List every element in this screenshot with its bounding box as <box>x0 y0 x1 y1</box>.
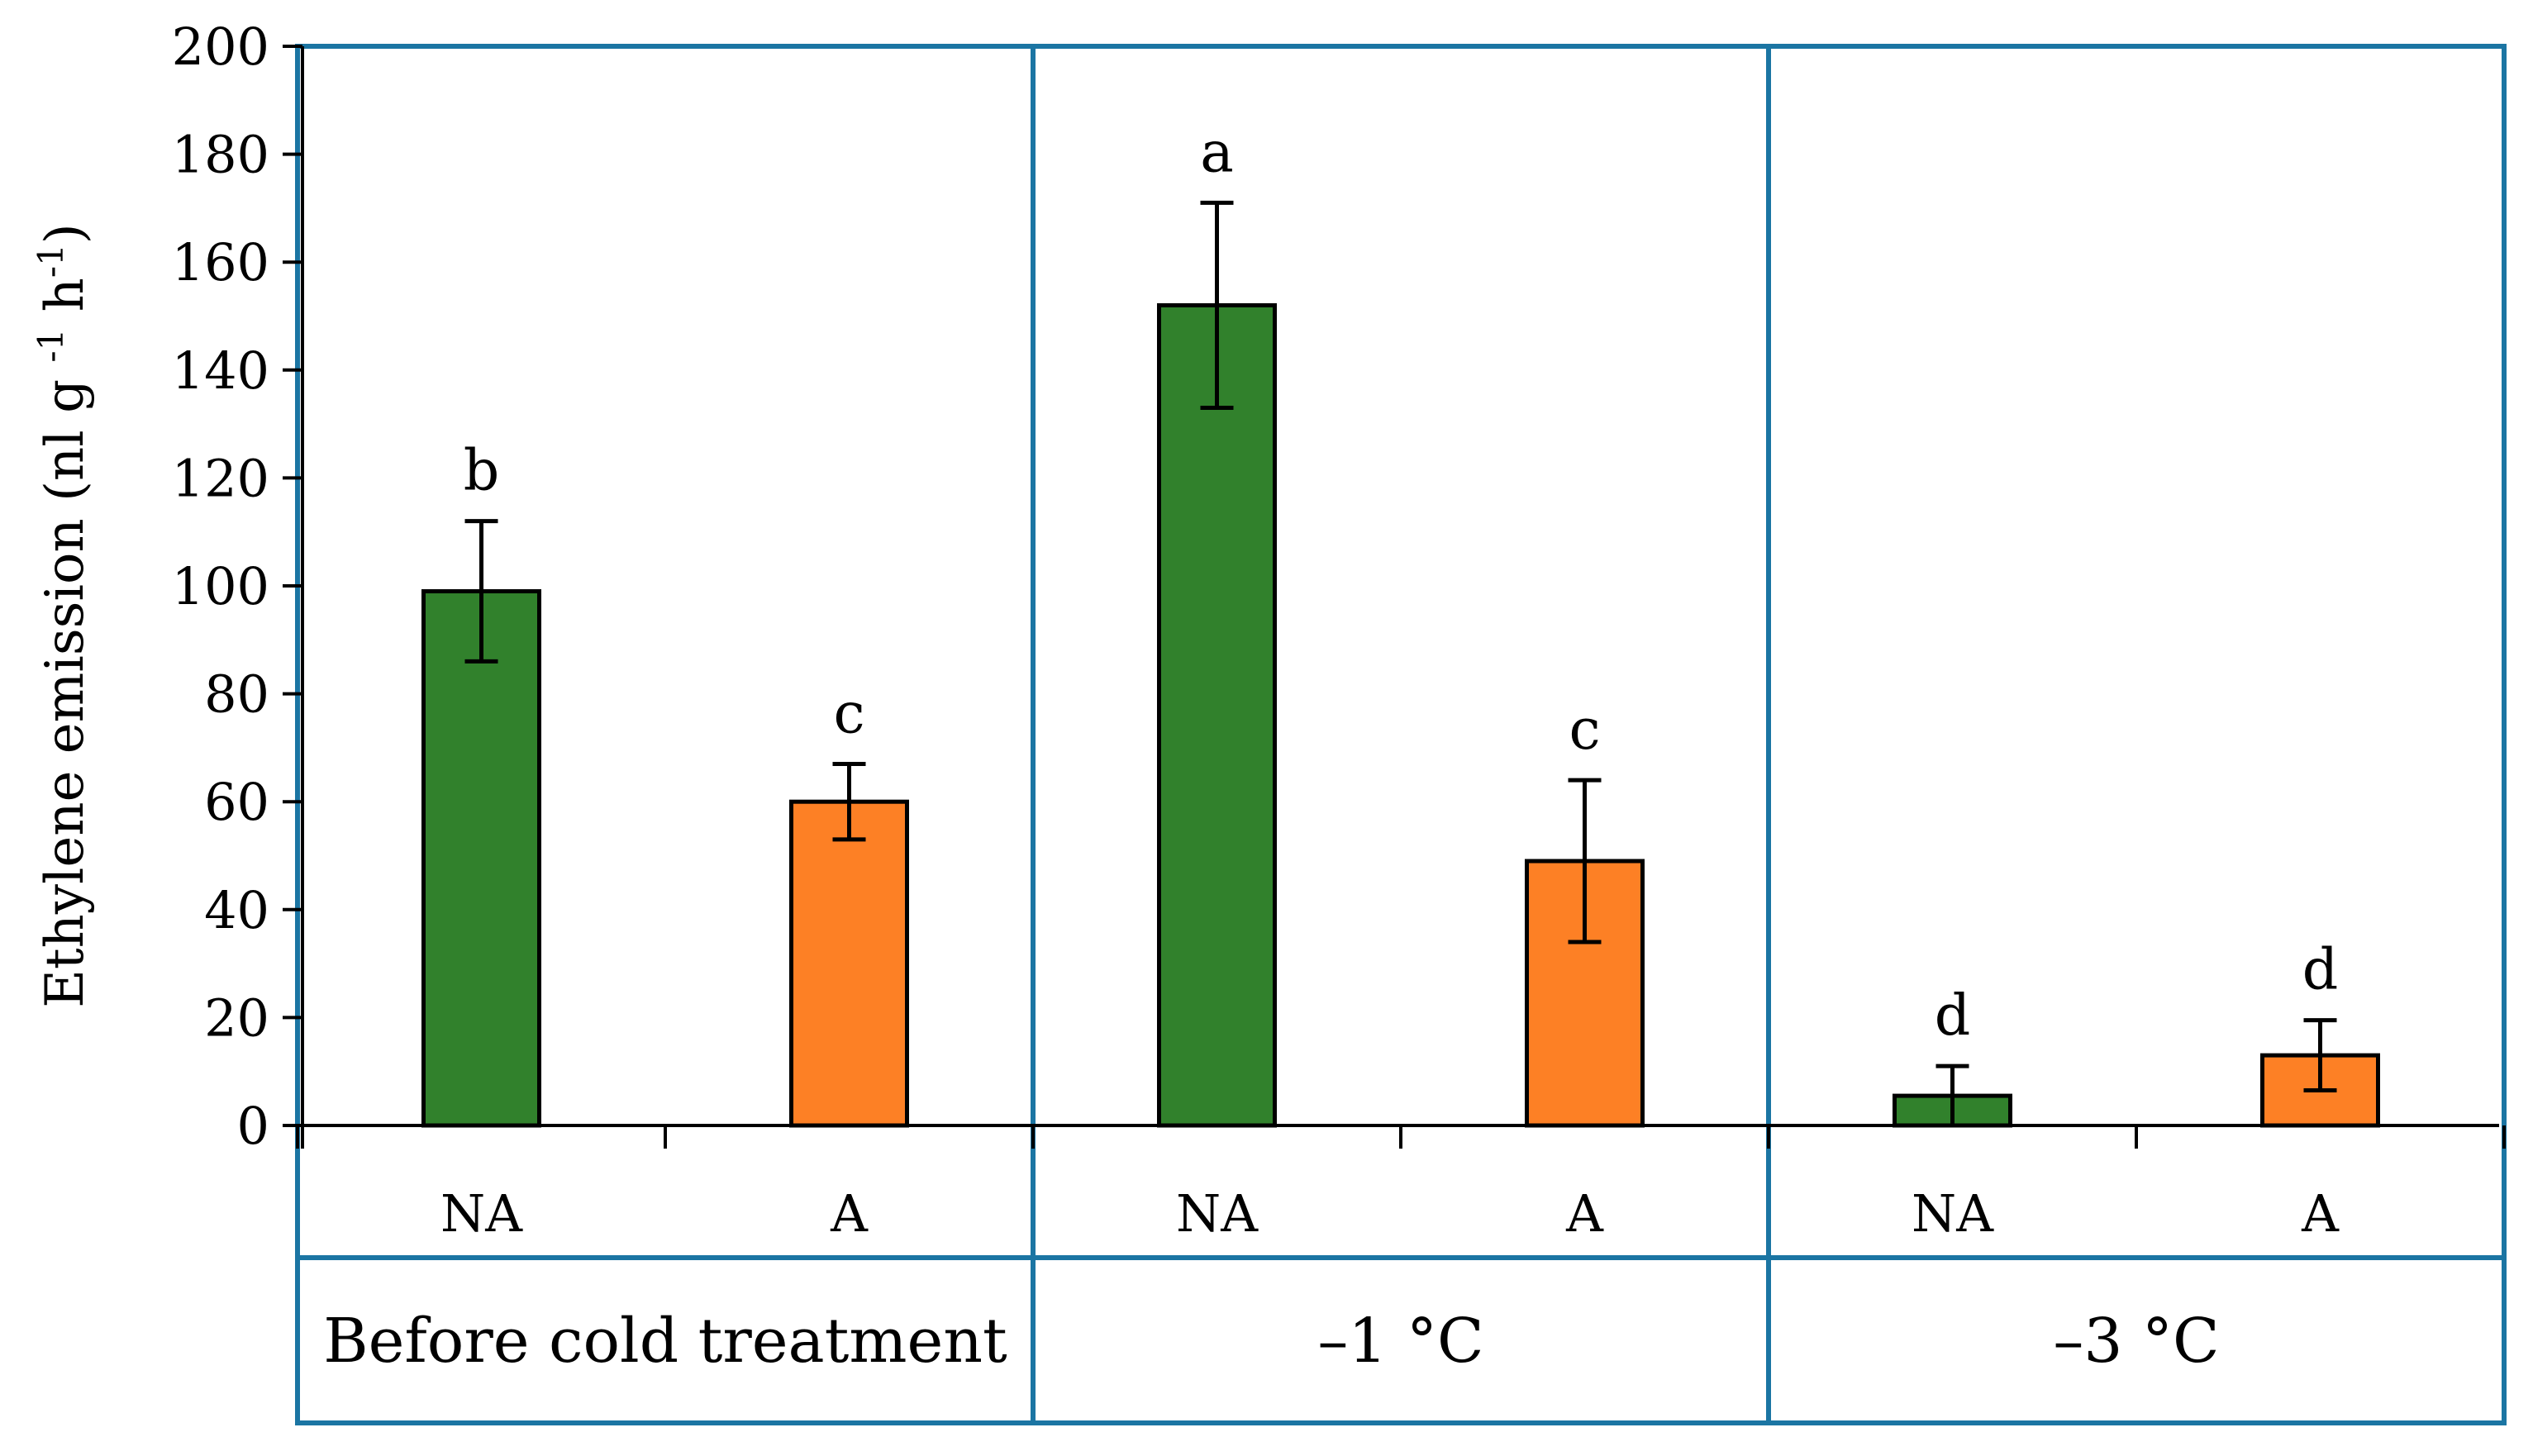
y-tick-label: 20 <box>204 987 269 1048</box>
bar-a <box>789 799 909 1128</box>
bar-na <box>1157 302 1277 1128</box>
significance-letter: c <box>1569 697 1600 763</box>
category-label: A <box>830 1183 869 1244</box>
y-tick-label: 140 <box>172 340 269 401</box>
category-label: NA <box>1176 1183 1259 1244</box>
significance-letter: d <box>1935 983 1971 1049</box>
y-axis-title-mid: h <box>35 278 96 329</box>
labels-layer: Before cold treatment b NA c A –1 °C a NA c A –3 °… <box>323 120 2340 1377</box>
significance-letter: a <box>1200 120 1234 185</box>
y-tick-label: 120 <box>172 448 269 508</box>
y-axis-title-sup1: -1 <box>31 329 71 363</box>
category-label: NA <box>1912 1183 1994 1244</box>
category-label: A <box>2301 1183 2340 1244</box>
y-tick-label: 80 <box>204 664 269 725</box>
group-frames <box>295 44 2507 1425</box>
group-label: –3 °C <box>2053 1306 2219 1377</box>
significance-letter: b <box>464 439 500 504</box>
y-tick-label: 160 <box>172 232 269 293</box>
group-label: Before cold treatment <box>323 1306 1007 1377</box>
y-tick-label: 100 <box>172 556 269 616</box>
y-axis: 0 20 40 60 80 100 120 140 160 180 200 <box>172 17 304 1156</box>
y-tick-label: 180 <box>172 125 269 185</box>
frame-group-2 <box>1031 44 1771 1425</box>
y-tick-label: 40 <box>204 880 269 940</box>
frame-group-3 <box>1766 44 2507 1425</box>
y-tick-label: 60 <box>204 772 269 832</box>
significance-letter: c <box>833 681 864 746</box>
y-axis-title-sup2: -1 <box>31 244 71 278</box>
x-axis <box>296 1124 2506 1149</box>
bars-layer <box>421 200 2380 1128</box>
significance-letter: d <box>2302 938 2339 1003</box>
y-tick-label: 200 <box>172 17 269 77</box>
frame-group-1 <box>295 44 1036 1425</box>
y-axis-title-suffix: ) <box>35 223 96 244</box>
group-label: –1 °C <box>1317 1306 1483 1377</box>
y-axis-title-prefix: Ethylene emission (nl g <box>35 363 96 1008</box>
category-label: A <box>1565 1183 1604 1244</box>
y-tick-label: 0 <box>237 1096 269 1156</box>
category-label: NA <box>440 1183 523 1244</box>
y-axis-title: Ethylene emission (nl g -1 h-1) <box>31 223 96 1008</box>
bar-na <box>421 589 541 1128</box>
